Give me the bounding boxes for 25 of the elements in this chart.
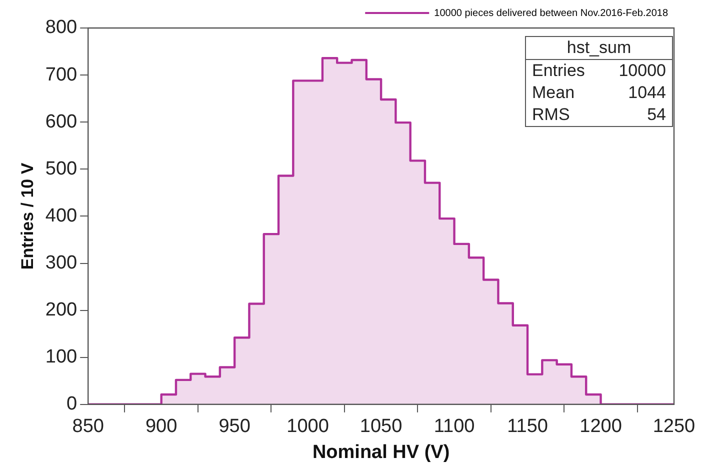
- x-tick-label: 1150: [507, 416, 548, 438]
- x-tick-label: 850: [72, 416, 104, 438]
- y-tick-label: 0: [66, 394, 78, 415]
- x-tick-label: 1050: [360, 416, 402, 438]
- y-tick-label: 300: [45, 252, 78, 274]
- annotation: hst_sum: [526, 37, 672, 60]
- y-tick-label: 400: [45, 205, 78, 226]
- y-tick-label: 700: [45, 64, 78, 86]
- y-tick-label: 200: [45, 300, 78, 321]
- x-axis-title: Nominal HV (V): [312, 442, 450, 463]
- y-tick-label: 800: [45, 17, 78, 38]
- text: Mean 1044: [532, 83, 666, 102]
- text: RMS 54: [532, 105, 666, 124]
- y-tick-label: 100: [45, 346, 78, 368]
- y-tick-label: 500: [45, 158, 78, 180]
- x-tick-label: 1200: [580, 416, 622, 438]
- text: Entries 10000: [532, 61, 666, 80]
- x-tick-label: 950: [218, 416, 250, 438]
- x-tick-label: 1100: [434, 416, 475, 438]
- y-tick-label: 600: [45, 111, 78, 132]
- x-tick-label: 900: [145, 416, 178, 438]
- x-tick-label: 1000: [286, 416, 329, 438]
- y-axis-title: Entries / 10 V: [18, 162, 37, 270]
- x-tick-label: 1250: [652, 416, 696, 438]
- text: 10000 pieces delivered between Nov.2016-Feb.2018: [434, 8, 668, 19]
